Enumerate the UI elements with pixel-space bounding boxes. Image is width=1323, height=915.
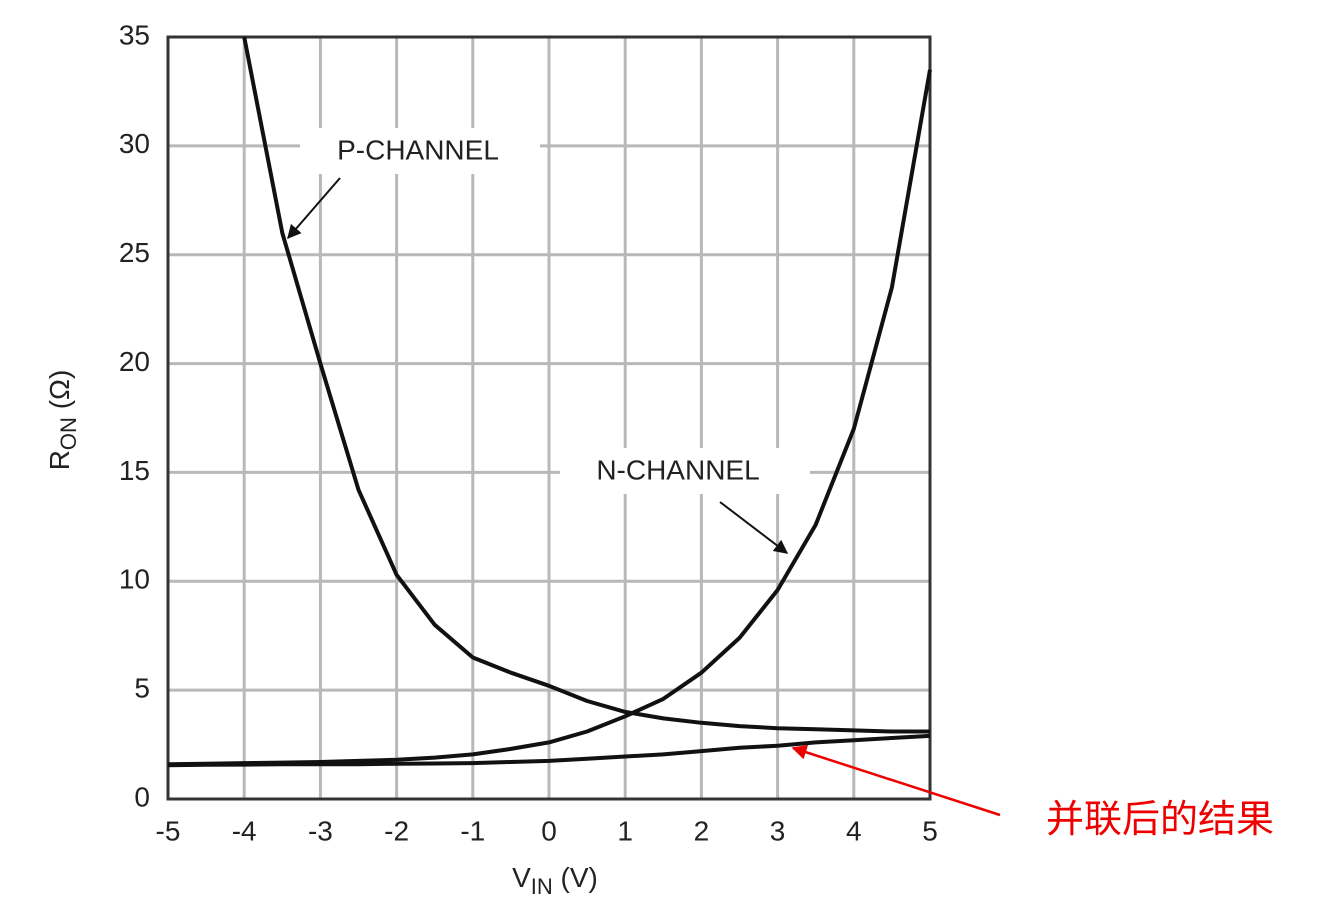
annotation-arrow: [719, 501, 789, 554]
x-tick-label: -1: [460, 815, 485, 846]
y-tick-label: 5: [134, 673, 150, 704]
y-tick-label: 35: [119, 19, 150, 50]
y-tick-label: 10: [119, 564, 150, 595]
x-axis-label-unit: (V): [553, 862, 598, 893]
series-line: [167, 733, 931, 768]
annotation-arrow: [287, 177, 341, 240]
x-tick-label: 2: [694, 815, 710, 846]
annotation-arrow: [791, 745, 1001, 817]
y-axis-label-unit: (Ω): [44, 370, 75, 417]
label-bg: [300, 128, 540, 174]
x-tick-label: 5: [922, 815, 938, 846]
plot-frame: [166, 35, 932, 801]
x-axis-label: VIN (V): [512, 862, 598, 898]
x-tick-label: -2: [384, 815, 409, 846]
series-label: N-CHANNEL: [596, 454, 759, 485]
y-axis-label: RON (Ω): [44, 370, 80, 471]
x-tick-label: 1: [617, 815, 633, 846]
y-axis-label-sub: ON: [56, 417, 81, 450]
y-tick-label: 0: [134, 781, 150, 812]
y-axis-label-text: R: [44, 450, 75, 470]
x-axis-label-text: V: [512, 862, 531, 893]
series-label: P-CHANNEL: [337, 134, 499, 165]
x-tick-label: 0: [541, 815, 557, 846]
label-bg: [560, 448, 810, 494]
y-tick-label: 15: [119, 455, 150, 486]
x-tick-label: 4: [846, 815, 862, 846]
series-line: [242, 36, 930, 734]
x-tick-label: -3: [308, 815, 333, 846]
y-tick-label: 25: [119, 237, 150, 268]
y-tick-label: 30: [119, 128, 150, 159]
x-tick-label: -5: [156, 815, 181, 846]
x-tick-label: 3: [770, 815, 786, 846]
x-axis-label-sub: IN: [531, 874, 553, 899]
y-tick-label: 20: [119, 346, 150, 377]
x-tick-label: -4: [232, 815, 257, 846]
series-label: 并联后的结果: [1046, 799, 1274, 841]
